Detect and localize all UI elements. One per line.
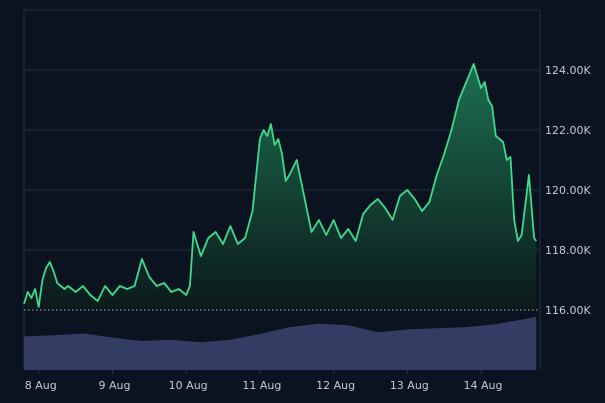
x-tick-label: 13 Aug — [390, 379, 429, 392]
volume-band — [24, 316, 537, 370]
x-tick-label: 8 Aug — [25, 379, 57, 392]
y-tick-label: 124.00K — [545, 64, 591, 77]
volume-area — [24, 316, 537, 370]
y-tick-label: 116.00K — [545, 304, 591, 317]
y-tick-label: 118.00K — [545, 244, 591, 257]
x-axis: 8 Aug 9 Aug 10 Aug 11 Aug 12 Aug 13 Aug 14 Aug — [25, 370, 503, 392]
x-tick-label: 14 Aug — [464, 379, 503, 392]
x-tick-label: 10 Aug — [169, 379, 208, 392]
y-axis: 116.00K 118.00K 120.00K 122.00K 124.00K — [545, 64, 591, 317]
y-tick-label: 120.00K — [545, 184, 591, 197]
x-tick-label: 9 Aug — [98, 379, 130, 392]
price-line — [23, 63, 538, 308]
x-tick-label: 12 Aug — [316, 379, 355, 392]
price-area-fill — [24, 64, 537, 310]
price-area — [23, 63, 538, 310]
x-tick-label: 11 Aug — [242, 379, 281, 392]
y-tick-label: 122.00K — [545, 124, 591, 137]
